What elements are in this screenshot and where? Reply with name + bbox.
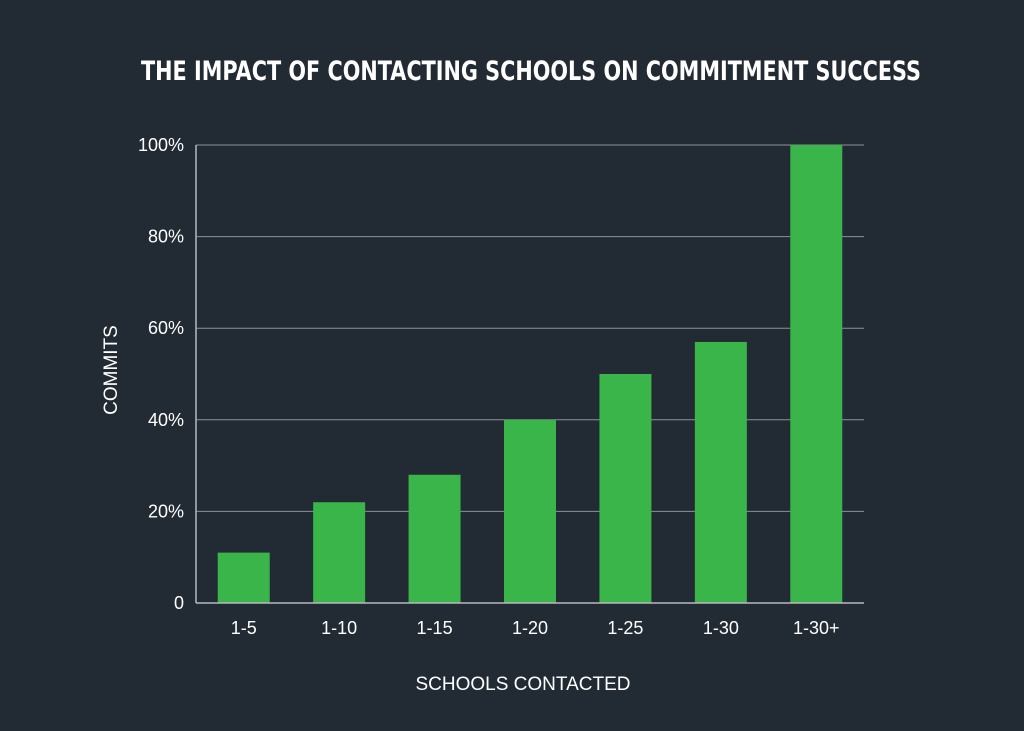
gridlines	[196, 144, 864, 512]
y-tick-label: 60%	[148, 318, 184, 338]
y-tick-label: 100%	[138, 135, 184, 155]
y-axis-label: COMMITS	[101, 325, 122, 415]
y-tick-label: 0	[174, 593, 184, 613]
y-tick-labels: 0 20% 40% 60% 80% 100%	[138, 135, 184, 613]
x-tick-label: 1-25	[607, 618, 643, 638]
x-tick-label: 1-10	[321, 618, 357, 638]
x-tick-label: 1-30	[703, 618, 739, 638]
x-tick-label: 1-30+	[793, 618, 840, 638]
bar	[313, 502, 366, 603]
chart-title: THE IMPACT OF CONTACTING SCHOOLS ON COMM…	[141, 56, 921, 87]
y-tick-label: 20%	[148, 501, 184, 521]
bar	[217, 552, 270, 603]
bar	[694, 341, 747, 603]
bar	[790, 145, 843, 603]
x-tick-label: 1-5	[231, 618, 257, 638]
bar	[599, 374, 652, 603]
x-tick-label: 1-20	[512, 618, 548, 638]
y-tick-label: 40%	[148, 410, 184, 430]
x-tick-labels: 1-5 1-10 1-15 1-20 1-25 1-30 1-30+	[231, 618, 840, 638]
x-axis-label: SCHOOLS CONTACTED	[415, 674, 630, 695]
bar	[408, 474, 461, 603]
y-tick-label: 80%	[148, 227, 184, 247]
bar	[504, 419, 556, 603]
bars	[217, 145, 843, 603]
x-tick-label: 1-15	[417, 618, 453, 638]
